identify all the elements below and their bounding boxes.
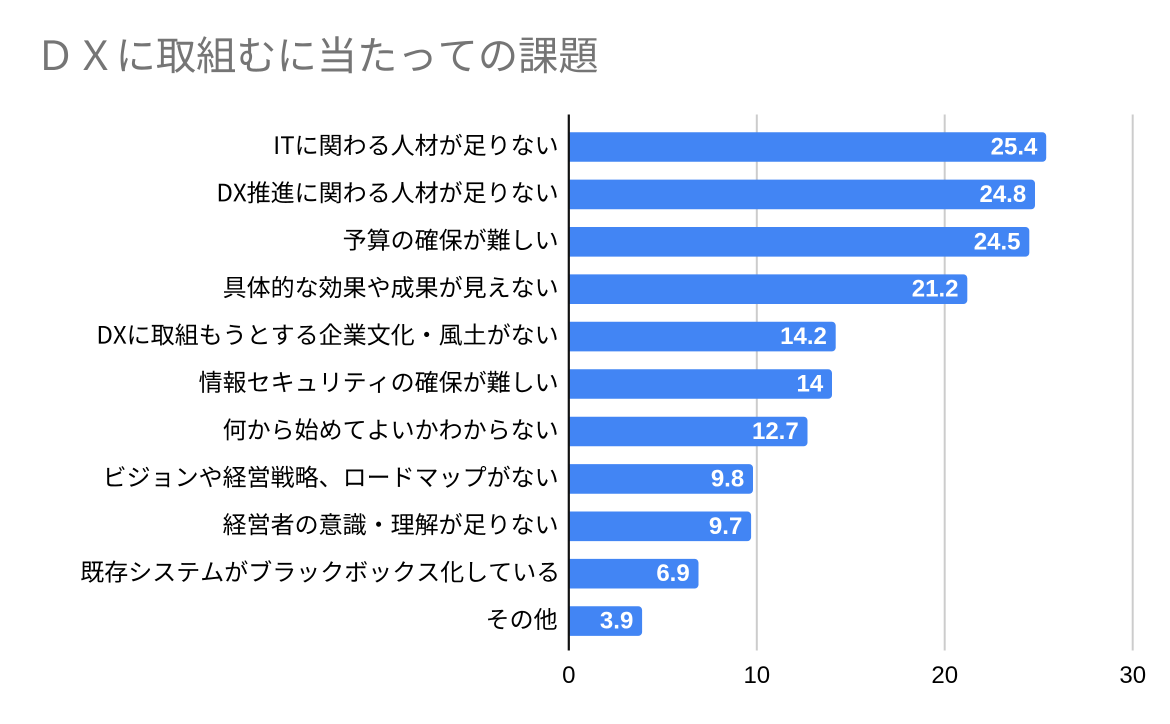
svg-text:0: 0 bbox=[562, 662, 575, 689]
svg-text:24.8: 24.8 bbox=[979, 181, 1026, 208]
svg-text:12.7: 12.7 bbox=[752, 418, 799, 445]
svg-text:9.7: 9.7 bbox=[709, 513, 742, 540]
svg-text:9.8: 9.8 bbox=[711, 465, 744, 492]
svg-text:24.5: 24.5 bbox=[974, 228, 1021, 255]
svg-text:21.2: 21.2 bbox=[912, 276, 959, 303]
svg-text:6.9: 6.9 bbox=[656, 560, 689, 587]
svg-text:14: 14 bbox=[796, 371, 823, 398]
svg-text:30: 30 bbox=[1119, 662, 1146, 689]
svg-text:3.9: 3.9 bbox=[600, 608, 633, 635]
svg-text:14.2: 14.2 bbox=[780, 323, 827, 350]
svg-text:20: 20 bbox=[931, 662, 958, 689]
svg-text:10: 10 bbox=[743, 662, 770, 689]
svg-text:25.4: 25.4 bbox=[991, 134, 1038, 161]
